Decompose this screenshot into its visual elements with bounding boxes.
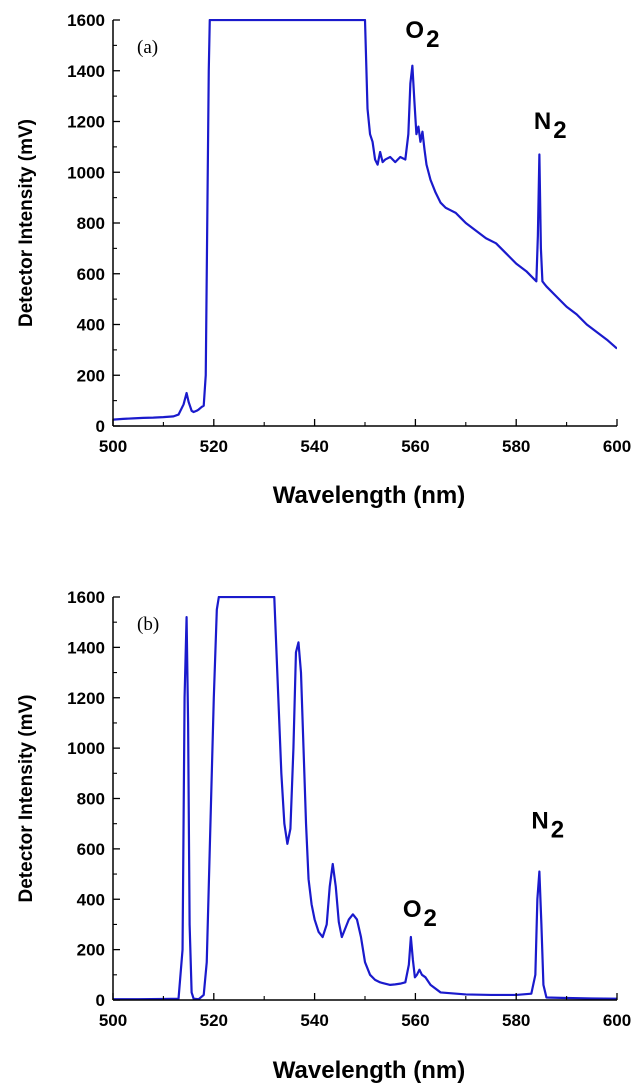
- y-tick-label: 600: [77, 265, 105, 284]
- peak-annotation-subscript: 2: [426, 26, 439, 53]
- peak-annotation: N2: [531, 808, 564, 844]
- peak-annotation-symbol: N: [534, 108, 551, 135]
- x-axis-title: Wavelength (nm): [273, 482, 465, 509]
- y-tick-label: 1400: [67, 62, 105, 81]
- x-tick-label: 500: [99, 1011, 127, 1030]
- series-line: [113, 596, 617, 1000]
- y-tick-label: 800: [77, 790, 105, 809]
- peak-annotation-subscript: 2: [424, 905, 437, 932]
- x-tick-label: 540: [300, 437, 328, 456]
- x-tick-label: 520: [200, 1011, 228, 1030]
- x-tick-label: 500: [99, 437, 127, 456]
- peak-annotation-subscript: 2: [551, 817, 564, 844]
- panel-label: (a): [137, 37, 158, 58]
- y-tick-label: 1600: [67, 588, 105, 607]
- x-tick-label: 600: [603, 437, 631, 456]
- panel-label: (b): [137, 614, 159, 635]
- x-tick-label: 520: [200, 437, 228, 456]
- x-tick-label: 580: [502, 437, 530, 456]
- peak-annotation: N2: [534, 108, 567, 144]
- x-tick-label: 540: [300, 1011, 328, 1030]
- y-axis-title: Detector Intensity (mV): [16, 119, 37, 327]
- x-tick-label: 580: [502, 1011, 530, 1030]
- x-axis-title: Wavelength (nm): [273, 1057, 465, 1084]
- panel-b: 0 200 400 600 800 1000 1200 1400 1600 500 520 540 56…: [16, 588, 631, 1084]
- panel-a: 0 200 400 600 800 1000 1200 1400 1600 500 520 540 56…: [16, 11, 631, 509]
- peak-annotation-symbol: O: [403, 896, 422, 923]
- peak-annotation-subscript: 2: [553, 117, 566, 144]
- y-tick-label: 800: [77, 214, 105, 233]
- x-tick-label: 600: [603, 1011, 631, 1030]
- series-line: [113, 19, 617, 421]
- y-tick-label: 400: [77, 890, 105, 909]
- y-tick-label: 1000: [67, 163, 105, 182]
- y-tick-label: 400: [77, 316, 105, 335]
- y-tick-label: 200: [77, 366, 105, 385]
- y-tick-label: 0: [96, 417, 105, 436]
- peak-annotation: O2: [403, 896, 437, 932]
- peak-annotation-symbol: O: [405, 17, 424, 44]
- y-tick-label: 0: [96, 991, 105, 1010]
- peak-annotation-symbol: N: [531, 808, 548, 835]
- y-tick-label: 1000: [67, 739, 105, 758]
- y-tick-label: 1200: [67, 689, 105, 708]
- y-tick-label: 1600: [67, 11, 105, 30]
- y-tick-label: 200: [77, 941, 105, 960]
- y-tick-label: 600: [77, 840, 105, 859]
- x-tick-label: 560: [401, 1011, 429, 1030]
- peak-annotation: O2: [405, 17, 439, 53]
- y-tick-label: 1200: [67, 113, 105, 132]
- y-axis-title: Detector Intensity (mV): [16, 695, 37, 903]
- x-tick-label: 560: [401, 437, 429, 456]
- y-tick-label: 1400: [67, 638, 105, 657]
